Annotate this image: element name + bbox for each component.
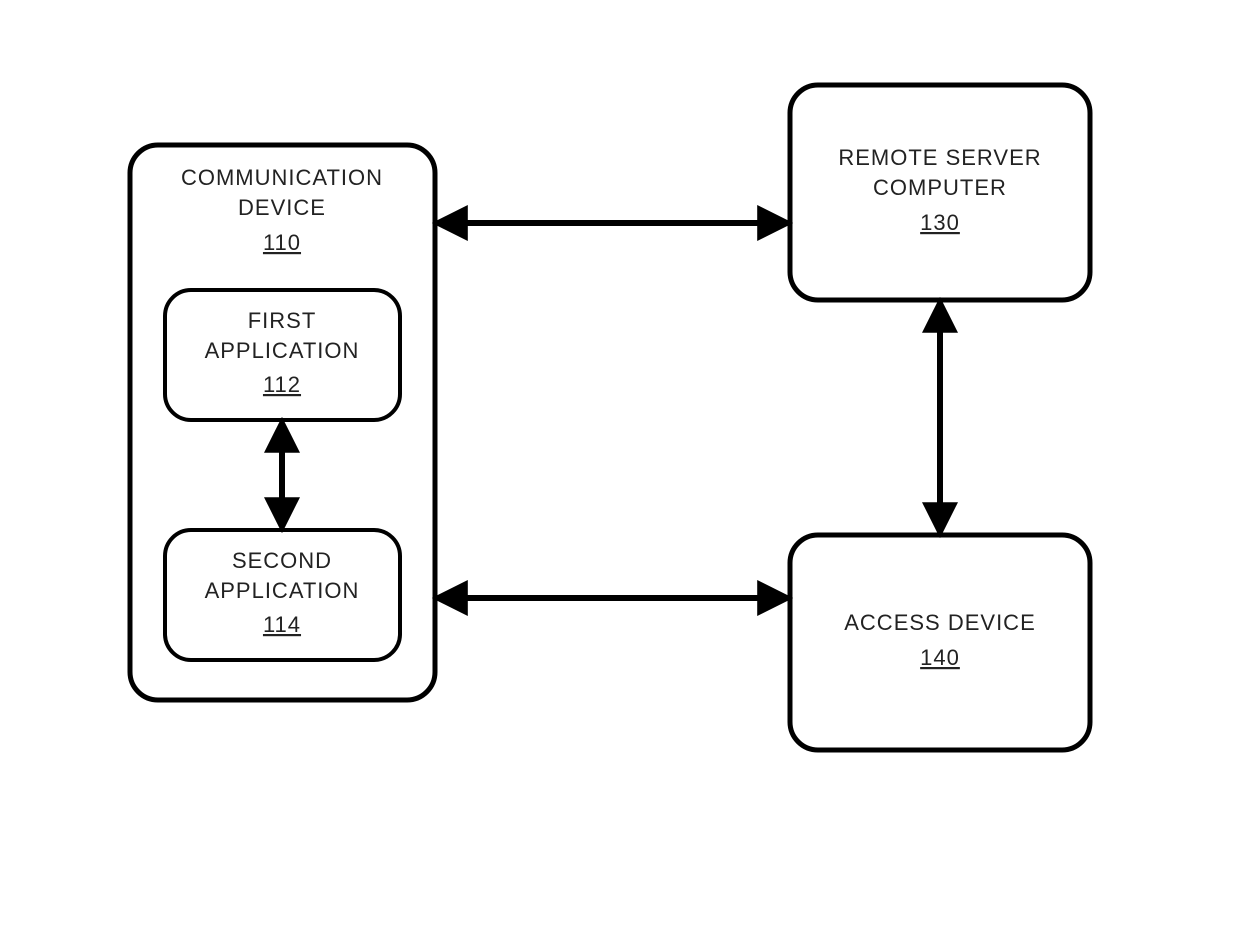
node-label: DEVICE (238, 195, 326, 220)
node-second-application: SECOND APPLICATION 114 (165, 530, 400, 660)
diagram-canvas: COMMUNICATION DEVICE 110 FIRST APPLICATI… (0, 0, 1240, 927)
node-label: FIRST (248, 308, 317, 333)
node-label: REMOTE SERVER (838, 145, 1041, 170)
node-access-device: ACCESS DEVICE 140 (790, 535, 1090, 750)
node-first-application: FIRST APPLICATION 112 (165, 290, 400, 420)
node-box (790, 535, 1090, 750)
node-ref: 114 (263, 612, 301, 637)
node-ref: 130 (920, 210, 960, 235)
node-ref: 110 (263, 230, 301, 255)
node-remote-server: REMOTE SERVER COMPUTER 130 (790, 85, 1090, 300)
node-label: COMPUTER (873, 175, 1007, 200)
node-ref: 112 (263, 372, 301, 397)
node-label: COMMUNICATION (181, 165, 383, 190)
node-label: APPLICATION (205, 578, 360, 603)
node-label: APPLICATION (205, 338, 360, 363)
node-label: SECOND (232, 548, 332, 573)
node-label: ACCESS DEVICE (844, 610, 1036, 635)
node-ref: 140 (920, 645, 960, 670)
